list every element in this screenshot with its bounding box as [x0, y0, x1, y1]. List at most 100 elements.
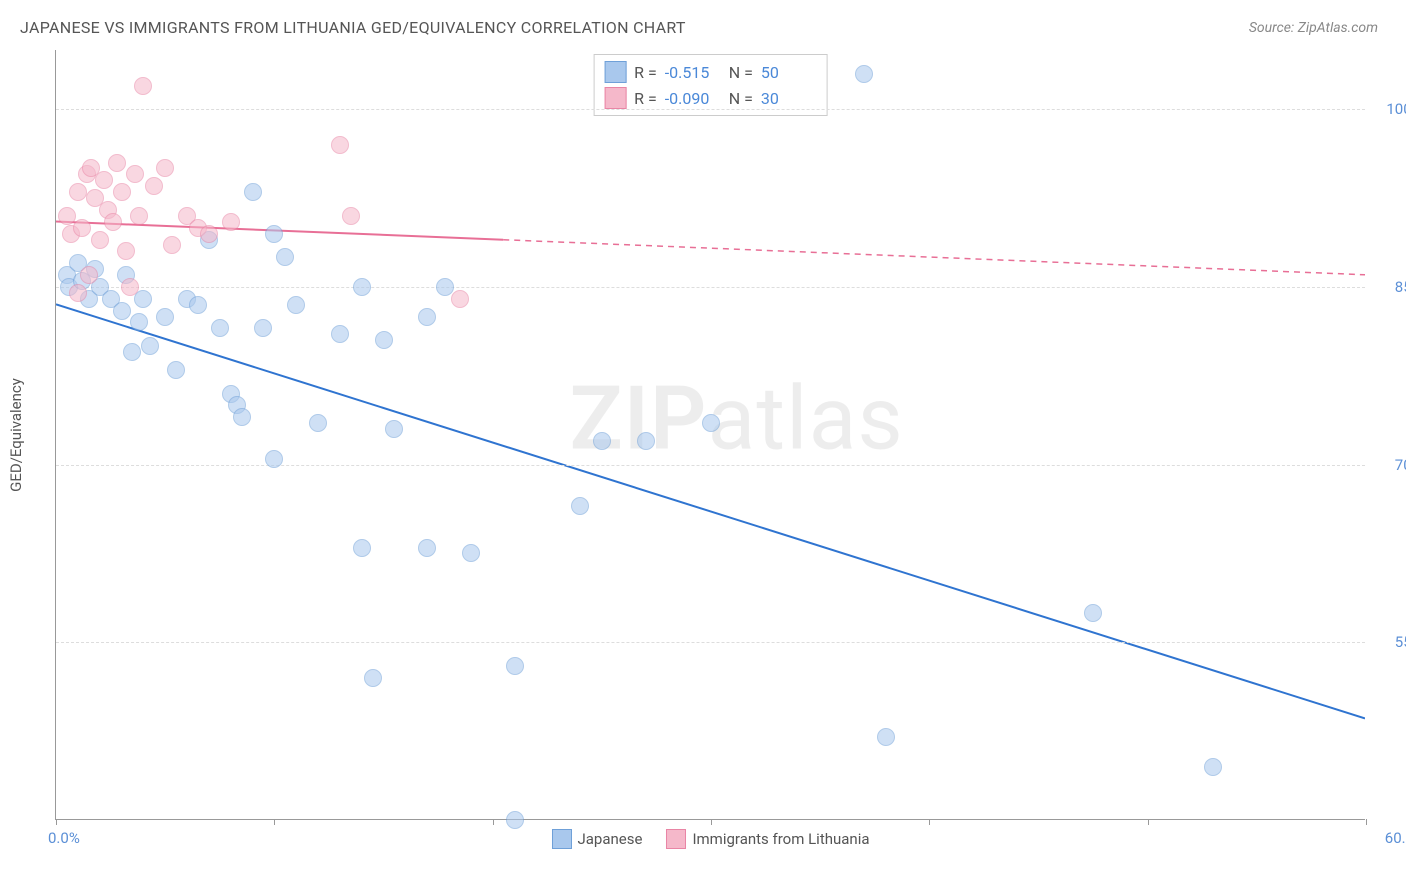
data-point: [113, 183, 131, 201]
data-point: [353, 539, 371, 557]
data-point: [167, 361, 185, 379]
data-point: [364, 669, 382, 687]
data-point: [91, 231, 109, 249]
y-tick-label: 85.0%: [1375, 278, 1406, 296]
legend-swatch: [551, 829, 571, 849]
data-point: [877, 728, 895, 746]
data-point: [506, 811, 524, 829]
data-point: [702, 414, 720, 432]
x-tick: [1366, 819, 1367, 825]
x-tick: [1148, 819, 1149, 825]
data-point: [1084, 604, 1102, 622]
gridline: [56, 287, 1365, 288]
data-point: [134, 77, 152, 95]
data-point: [69, 284, 87, 302]
y-tick-label: 55.0%: [1375, 633, 1406, 651]
data-point: [145, 177, 163, 195]
data-point: [121, 278, 139, 296]
legend-swatch: [666, 829, 686, 849]
stats-legend-row: R = -0.090 N = 30: [604, 85, 817, 111]
data-point: [80, 266, 98, 284]
x-tick: [493, 819, 494, 825]
data-point: [436, 278, 454, 296]
series-legend-label: Immigrants from Lithuania: [692, 830, 869, 848]
data-point: [58, 207, 76, 225]
watermark: ZIPatlas: [569, 368, 903, 471]
data-point: [342, 207, 360, 225]
gridline: [56, 642, 1365, 643]
gridline: [56, 465, 1365, 466]
data-point: [141, 337, 159, 355]
n-label: N =: [729, 89, 753, 108]
chart-plot-area: GED/Equivalency ZIPatlas R =-0.515N =50R…: [55, 50, 1365, 820]
y-tick-label: 100.0%: [1375, 100, 1406, 118]
data-point: [130, 207, 148, 225]
gridline: [56, 109, 1365, 110]
data-point: [637, 432, 655, 450]
series-legend-item: Immigrants from Lithuania: [666, 829, 869, 849]
data-point: [265, 225, 283, 243]
data-point: [265, 450, 283, 468]
series-legend: Japanese Immigrants from Lithuania: [551, 829, 869, 849]
data-point: [287, 296, 305, 314]
data-point: [462, 544, 480, 562]
n-value: 30: [761, 89, 817, 108]
data-point: [73, 219, 91, 237]
data-point: [451, 290, 469, 308]
data-point: [222, 213, 240, 231]
n-value: 50: [761, 63, 817, 82]
data-point: [130, 313, 148, 331]
data-point: [108, 154, 126, 172]
data-point: [331, 136, 349, 154]
data-point: [254, 319, 272, 337]
r-value: -0.515: [665, 63, 721, 82]
y-axis-title: GED/Equivalency: [7, 378, 25, 492]
data-point: [1204, 758, 1222, 776]
data-point: [385, 420, 403, 438]
x-tick: [274, 819, 275, 825]
data-point: [233, 408, 251, 426]
r-label: R =: [634, 63, 657, 82]
data-point: [189, 296, 207, 314]
x-tick: [56, 819, 57, 825]
data-point: [571, 497, 589, 515]
data-point: [276, 248, 294, 266]
legend-swatch: [604, 61, 626, 83]
data-point: [104, 213, 122, 231]
series-legend-label: Japanese: [577, 830, 642, 848]
stats-legend: R = -0.515 N = 50 R = -0.090 N = 30: [593, 54, 828, 116]
x-tick: [711, 819, 712, 825]
stats-legend-row: R = -0.515 N = 50: [604, 59, 817, 85]
data-point: [375, 331, 393, 349]
data-point: [156, 308, 174, 326]
n-label: N =: [729, 63, 753, 82]
x-tick: [929, 819, 930, 825]
data-point: [506, 657, 524, 675]
data-point: [95, 171, 113, 189]
data-point: [69, 183, 87, 201]
data-point: [113, 302, 131, 320]
data-point: [117, 242, 135, 260]
trend-lines-layer: [56, 50, 1365, 819]
data-point: [855, 65, 873, 83]
r-value: -0.090: [665, 89, 721, 108]
data-point: [211, 319, 229, 337]
data-point: [126, 165, 144, 183]
data-point: [353, 278, 371, 296]
data-point: [331, 325, 349, 343]
x-axis-max-label: 60.0%: [1385, 829, 1406, 847]
data-point: [123, 343, 141, 361]
data-point: [418, 308, 436, 326]
data-point: [309, 414, 327, 432]
legend-swatch: [604, 87, 626, 109]
x-axis-min-label: 0.0%: [48, 829, 80, 847]
data-point: [200, 225, 218, 243]
data-point: [418, 539, 436, 557]
data-point: [244, 183, 262, 201]
data-point: [163, 236, 181, 254]
data-point: [593, 432, 611, 450]
data-point: [156, 159, 174, 177]
r-label: R =: [634, 89, 657, 108]
series-legend-item: Japanese: [551, 829, 642, 849]
source-attribution: Source: ZipAtlas.com: [1249, 20, 1378, 36]
